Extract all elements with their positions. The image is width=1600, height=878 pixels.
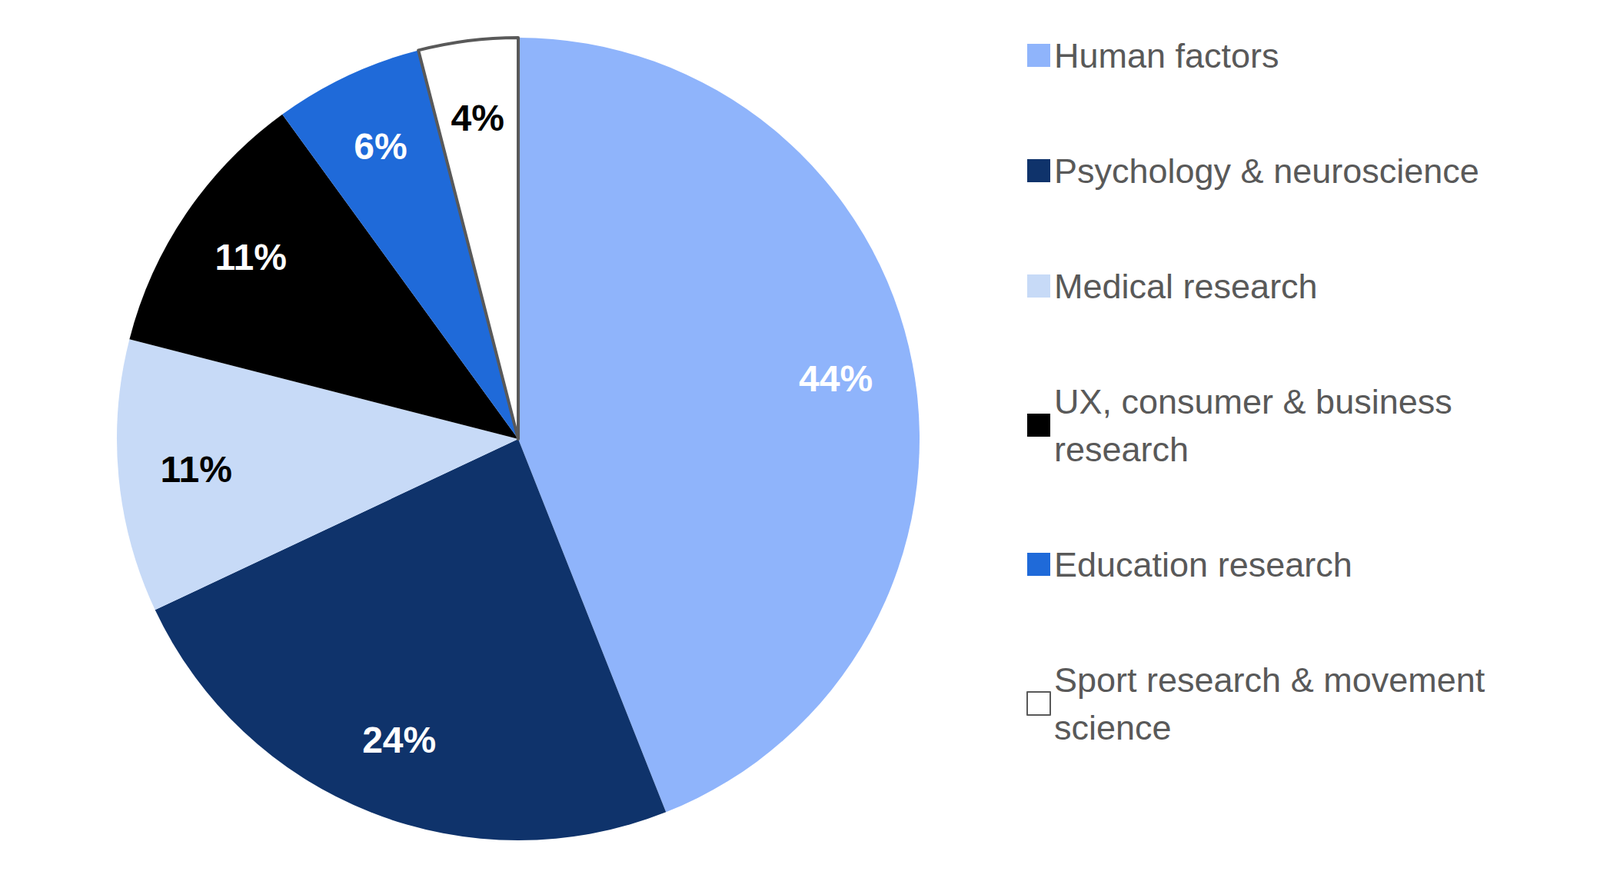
svg-text:44%: 44%	[798, 358, 873, 400]
svg-text:11%: 11%	[214, 236, 287, 278]
svg-text:UX, consumer & business: UX, consumer & business	[1054, 382, 1462, 422]
svg-text:Psychology & neuroscience: Psychology & neuroscience	[1054, 151, 1480, 191]
svg-text:Sport research & movement: Sport research & movement	[1054, 660, 1495, 700]
svg-text:Human factors: Human factors	[1054, 36, 1280, 76]
svg-text:research: research	[1054, 429, 1189, 470]
svg-text:Education research: Education research	[1054, 545, 1353, 585]
svg-text:Medical research: Medical research	[1054, 266, 1318, 307]
svg-text:24%: 24%	[362, 719, 436, 761]
svg-text:4%: 4%	[451, 97, 505, 139]
svg-text:science: science	[1054, 708, 1172, 748]
svg-text:6%: 6%	[353, 126, 407, 167]
svg-text:11%: 11%	[160, 449, 233, 490]
